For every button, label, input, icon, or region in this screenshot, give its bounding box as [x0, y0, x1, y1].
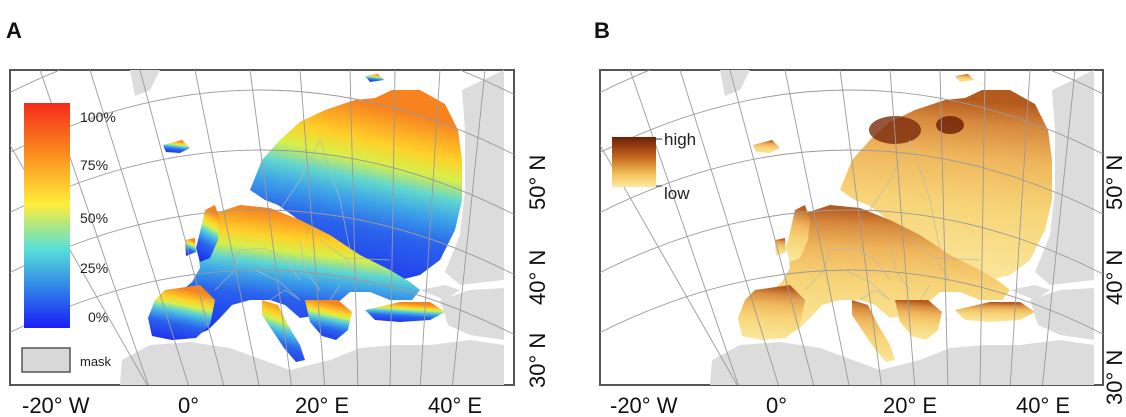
legend-tick-75: 75% [80, 157, 108, 173]
panel-letter-a: A [6, 18, 22, 43]
lat-label-b-50: 50° N [1102, 155, 1126, 210]
lat-label-a-40: 40° N [525, 250, 550, 305]
lon-label-b-1: -20° W [610, 393, 678, 417]
lon-label-a-3: 20° E [295, 393, 349, 417]
lat-label-b-30: 30° N [1102, 350, 1126, 405]
lat-label-b-40: 40° N [1102, 250, 1126, 305]
legend-low: low [664, 184, 690, 203]
lon-label-a-4: 40° E [428, 393, 482, 417]
colorbar-a [24, 103, 70, 328]
lon-label-a-1: -20° W [22, 393, 90, 417]
legend-high: high [664, 130, 696, 149]
legend-tick-0: 0% [88, 309, 108, 325]
lon-label-a-2: 0° [178, 393, 199, 417]
legend-tick-100: 100% [80, 109, 116, 125]
lat-label-a-30: 30° N [525, 333, 550, 388]
lon-label-b-3: 20° E [883, 393, 937, 417]
legend-tick-50: 50% [80, 210, 108, 226]
legend-a: 100% 75% 50% 25% 0% mask [21, 103, 116, 373]
hotspot-b [936, 116, 964, 134]
legend-mask-label: mask [80, 354, 112, 369]
legend-tick-25: 25% [80, 260, 108, 276]
panel-a: A 100% 75% 50% 25% 0% mask -20° W 0° 20°… [6, 18, 550, 417]
panel-letter-b: B [594, 18, 610, 43]
legend-b: high low [612, 130, 696, 203]
lon-label-b-2: 0° [766, 393, 787, 417]
mask-swatch [21, 347, 71, 373]
lat-label-a-50: 50° N [525, 155, 550, 210]
panel-b: B high low -20° W 0° 20° E 40° E [594, 18, 1126, 417]
colorbar-b [612, 137, 656, 187]
lon-label-b-4: 40° E [1016, 393, 1070, 417]
